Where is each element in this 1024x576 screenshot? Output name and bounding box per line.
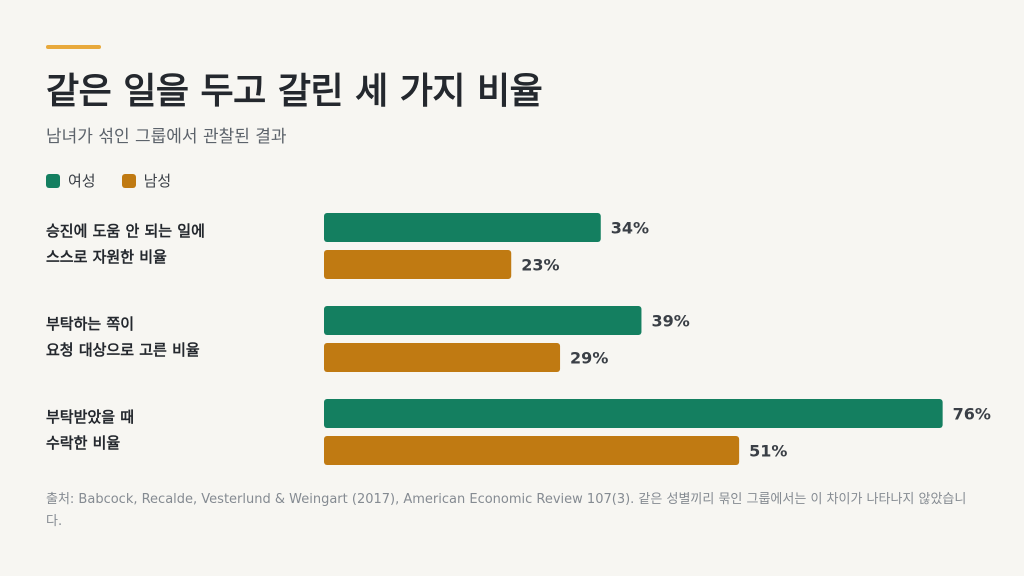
category-label-line: 부탁하는 쪽이 [46, 315, 134, 333]
value-label-female: 34% [611, 219, 649, 238]
accent-bar [46, 45, 101, 49]
value-label-female: 76% [953, 405, 991, 424]
legend-item-male: 남성 [121, 170, 172, 191]
category-label-line: 부탁받았을 때 [46, 408, 134, 426]
page-subtitle: 남녀가 섞인 그룹에서 관찰된 결과 [46, 127, 287, 147]
category-label-line: 스스로 자원한 비율 [46, 248, 167, 266]
value-label-male: 29% [570, 349, 608, 368]
category-label-line: 승진에 도움 안 되는 일에 [46, 222, 205, 240]
page-title: 같은 일을 두고 갈린 세 가지 비율 [46, 71, 543, 112]
legend-item-female: 여성 [46, 170, 96, 191]
legend-swatch-male [121, 173, 136, 188]
category-label-line: 수락한 비율 [46, 434, 120, 452]
legend-label-male: 남성 [143, 172, 172, 190]
bar-male [324, 343, 561, 372]
bar-male [324, 436, 740, 465]
legend-swatch-female [46, 173, 60, 188]
chart-legend: 여성 남성 [46, 170, 197, 191]
bar-female [324, 399, 943, 428]
bar-female [324, 306, 642, 335]
bar-male [324, 250, 512, 279]
value-label-male: 23% [521, 256, 559, 275]
value-label-female: 39% [651, 312, 689, 331]
value-label-male: 51% [749, 442, 787, 461]
category-label-line: 요청 대상으로 고른 비율 [46, 341, 200, 359]
source-note: 출처: Babcock, Recalde, Vesterlund & Weing… [46, 492, 967, 529]
bar-female [324, 213, 601, 242]
legend-label-female: 여성 [68, 172, 96, 190]
